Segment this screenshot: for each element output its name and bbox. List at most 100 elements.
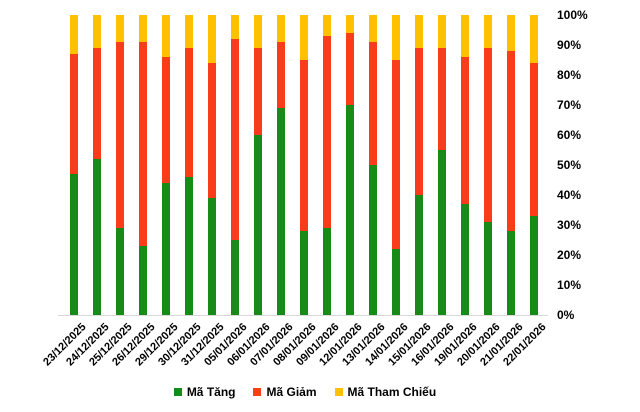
bar-segment-ma-tham-chieu [70, 15, 78, 54]
legend-item-ma-giam: Mã Giảm [253, 385, 317, 399]
bar-segment-ma-tham-chieu [323, 15, 331, 36]
bar-segment-ma-giam [93, 48, 101, 159]
bar-segment-ma-giam [438, 48, 446, 150]
bar-segment-ma-giam [185, 48, 193, 177]
bar-segment-ma-tang [346, 105, 354, 315]
y-tick-label: 40% [557, 188, 582, 202]
bar-segment-ma-tang [116, 228, 124, 315]
bar-05/01/2026 [231, 15, 239, 315]
bar-segment-ma-tham-chieu [484, 15, 492, 48]
legend-item-ma-tham-chieu: Mã Tham Chiếu [334, 385, 437, 399]
bar-segment-ma-giam [369, 42, 377, 165]
y-tick-label: 50% [557, 158, 582, 172]
bar-segment-ma-tang [185, 177, 193, 315]
bar-segment-ma-giam [116, 42, 124, 228]
y-tick-label: 30% [557, 218, 582, 232]
bar-08/01/2026 [300, 15, 308, 315]
bar-segment-ma-tham-chieu [300, 15, 308, 60]
y-tick-label: 0% [557, 308, 575, 322]
bar-26/12/2025 [139, 15, 147, 315]
legend-swatch-icon [253, 388, 262, 396]
bar-30/12/2025 [185, 15, 193, 315]
bar-segment-ma-tham-chieu [392, 15, 400, 60]
bar-segment-ma-tang [507, 231, 515, 315]
y-tick-label: 80% [557, 68, 582, 82]
bar-segment-ma-tang [254, 135, 262, 315]
bar-segment-ma-tham-chieu [116, 15, 124, 42]
bar-segment-ma-tham-chieu [208, 15, 216, 63]
bar-segment-ma-tang [530, 216, 538, 315]
legend-swatch-icon [334, 388, 343, 396]
bar-16/01/2026 [438, 15, 446, 315]
bar-segment-ma-tham-chieu [231, 15, 239, 39]
bar-segment-ma-tang [484, 222, 492, 315]
bar-segment-ma-tham-chieu [162, 15, 170, 57]
bar-14/01/2026 [392, 15, 400, 315]
bar-20/01/2026 [484, 15, 492, 315]
bar-segment-ma-tham-chieu [139, 15, 147, 42]
bar-06/01/2026 [254, 15, 262, 315]
bar-29/12/2025 [162, 15, 170, 315]
bar-segment-ma-tham-chieu [415, 15, 423, 48]
bar-segment-ma-tang [323, 228, 331, 315]
bar-segment-ma-tham-chieu [93, 15, 101, 48]
bar-segment-ma-tham-chieu [507, 15, 515, 51]
bar-segment-ma-tang [70, 174, 78, 315]
bar-segment-ma-giam [162, 57, 170, 183]
legend-label: Mã Tăng [186, 385, 236, 399]
legend-swatch-icon [173, 388, 182, 396]
bar-21/01/2026 [507, 15, 515, 315]
legend-label: Mã Tham Chiếu [347, 385, 437, 399]
y-tick-label: 90% [557, 38, 582, 52]
bar-segment-ma-tang [162, 183, 170, 315]
bar-segment-ma-giam [70, 54, 78, 174]
bar-22/01/2026 [530, 15, 538, 315]
bar-segment-ma-tham-chieu [277, 15, 285, 42]
bar-segment-ma-tang [93, 159, 101, 315]
plot-area [58, 15, 548, 316]
bar-segment-ma-giam [208, 63, 216, 198]
bar-13/01/2026 [369, 15, 377, 315]
bar-segment-ma-tham-chieu [438, 15, 446, 48]
y-tick-label: 10% [557, 278, 582, 292]
bar-segment-ma-tang [277, 108, 285, 315]
bar-segment-ma-giam [346, 33, 354, 105]
y-tick-label: 20% [557, 248, 582, 262]
bar-segment-ma-giam [484, 48, 492, 222]
bar-24/12/2025 [93, 15, 101, 315]
bar-segment-ma-tham-chieu [369, 15, 377, 42]
bar-segment-ma-giam [461, 57, 469, 204]
bar-segment-ma-giam [530, 63, 538, 216]
bar-segment-ma-giam [277, 42, 285, 108]
bar-segment-ma-tang [438, 150, 446, 315]
bar-segment-ma-tang [415, 195, 423, 315]
bar-segment-ma-tang [392, 249, 400, 315]
bar-segment-ma-tang [300, 231, 308, 315]
bar-segment-ma-giam [392, 60, 400, 249]
y-tick-label: 100% [557, 8, 588, 22]
bar-segment-ma-tang [461, 204, 469, 315]
bar-19/01/2026 [461, 15, 469, 315]
bar-segment-ma-giam [231, 39, 239, 240]
bar-segment-ma-tang [369, 165, 377, 315]
bar-12/01/2026 [346, 15, 354, 315]
bar-segment-ma-giam [507, 51, 515, 231]
bar-15/01/2026 [415, 15, 423, 315]
bar-segment-ma-tham-chieu [185, 15, 193, 48]
legend-item-ma-tang: Mã Tăng [173, 385, 236, 399]
bar-segment-ma-tham-chieu [346, 15, 354, 33]
bar-09/01/2026 [323, 15, 331, 315]
legend: Mã Tăng Mã Giảm Mã Tham Chiếu [0, 385, 625, 399]
bar-segment-ma-tham-chieu [530, 15, 538, 63]
bar-segment-ma-giam [323, 36, 331, 228]
legend-label: Mã Giảm [266, 385, 317, 399]
bar-23/12/2025 [70, 15, 78, 315]
bar-07/01/2026 [277, 15, 285, 315]
y-tick-label: 70% [557, 98, 582, 112]
bar-segment-ma-tang [208, 198, 216, 315]
bar-segment-ma-giam [254, 48, 262, 135]
bar-segment-ma-tham-chieu [461, 15, 469, 57]
bar-segment-ma-giam [415, 48, 423, 195]
bar-segment-ma-tang [231, 240, 239, 315]
